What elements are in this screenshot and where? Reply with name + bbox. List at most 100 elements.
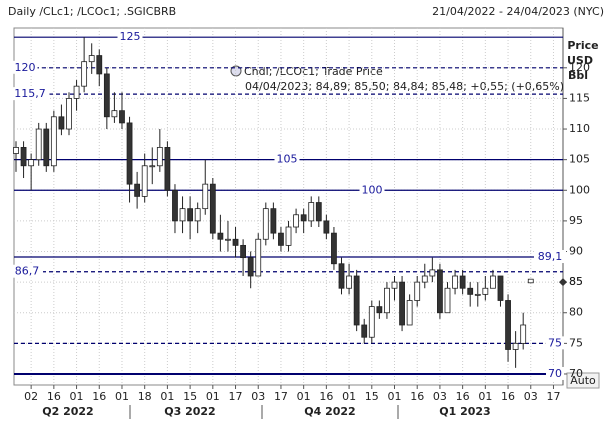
reference-label-bg — [534, 250, 566, 264]
candle-body — [429, 269, 436, 277]
candle-body — [202, 183, 209, 210]
candle-body — [474, 293, 481, 296]
reference-label-bg — [546, 366, 564, 380]
candle-body — [406, 300, 413, 326]
candle-body — [232, 238, 239, 246]
candle-body — [119, 110, 125, 124]
reference-label: 125 — [120, 30, 141, 43]
candle-body — [225, 238, 231, 241]
y-tick-label: 95 — [569, 214, 583, 227]
x-tick-label: 17 — [274, 390, 288, 403]
axis-label: Bbl — [568, 69, 588, 82]
y-tick-label: 80 — [569, 306, 583, 319]
x-tick-label: 17 — [546, 390, 560, 403]
legend-detail: 04/04/2023; 84,89; 85,50; 84,84; 85,48; … — [245, 80, 564, 93]
quarter-label: Q3 2022 — [164, 405, 215, 418]
candle-body — [141, 165, 148, 197]
candle-body — [66, 98, 72, 130]
candle-body — [482, 287, 489, 295]
candle-body — [96, 55, 103, 75]
y-tick-label: 105 — [569, 153, 590, 166]
y-tick-label: 70 — [569, 367, 583, 380]
candle-body — [209, 183, 216, 234]
reference-label-bg — [12, 60, 38, 74]
candle-body — [346, 275, 352, 289]
candle-body — [156, 147, 163, 167]
reference-label: 115,7 — [14, 87, 46, 100]
x-tick-label: 01 — [342, 390, 356, 403]
x-tick-label: 16 — [410, 390, 424, 403]
reference-label: 120 — [15, 61, 36, 74]
candle-body — [149, 165, 156, 168]
x-tick-label: 16 — [501, 390, 515, 403]
candle-body — [164, 147, 171, 191]
candle-body — [361, 324, 368, 338]
quarter-label: Q1 2023 — [439, 405, 490, 418]
y-tick-label: 115 — [569, 91, 590, 104]
scale-button[interactable] — [566, 372, 600, 389]
candle-body — [459, 275, 466, 289]
candle-body — [338, 263, 345, 289]
reference-label: 105 — [277, 153, 298, 166]
candle-body — [28, 159, 35, 167]
reference-label: 75 — [548, 336, 562, 349]
x-tick-label: 01 — [206, 390, 220, 403]
candle-body — [384, 287, 390, 314]
candle-body — [376, 306, 383, 314]
x-tick-label: 01 — [70, 390, 84, 403]
x-tick-label: 18 — [138, 390, 152, 403]
y-tick-label: 85 — [569, 275, 583, 288]
y-tick-label: 110 — [569, 122, 590, 135]
candle-body — [111, 110, 118, 118]
reference-label-bg — [546, 336, 564, 350]
candle-body — [452, 275, 458, 289]
x-tick-label: 16 — [319, 390, 333, 403]
candle-body — [179, 208, 186, 222]
candle-body — [285, 226, 292, 246]
quarter-label: Q4 2022 — [304, 405, 355, 418]
candle-body — [421, 275, 428, 283]
candle-body — [13, 147, 19, 154]
candle-body — [270, 208, 277, 234]
reference-label: 89,1 — [538, 250, 563, 263]
x-tick-label: 01 — [115, 390, 129, 403]
x-tick-label: 15 — [183, 390, 197, 403]
y-tick-label: 120 — [569, 61, 590, 74]
candle-body — [368, 306, 375, 338]
candle-body — [520, 324, 527, 344]
candle-body — [353, 275, 360, 326]
y-tick-label: 100 — [569, 183, 590, 196]
candle-body — [126, 122, 133, 185]
candle-body — [293, 214, 299, 228]
candle-body — [308, 202, 315, 222]
candle-body — [103, 73, 110, 118]
candle-body — [414, 281, 421, 301]
candle-body — [50, 116, 57, 167]
candle-body — [399, 281, 405, 326]
candle-body — [437, 269, 443, 314]
candle-body — [331, 232, 337, 265]
x-tick-label: 03 — [251, 390, 265, 403]
candle-body — [512, 342, 519, 350]
candle-body — [88, 55, 95, 63]
candle-body — [315, 202, 322, 222]
candle-body — [490, 275, 496, 289]
x-tick-label: 01 — [388, 390, 402, 403]
candle-body — [187, 208, 194, 222]
candle-body — [527, 278, 534, 284]
x-tick-label: 03 — [524, 390, 538, 403]
candle-body — [262, 208, 269, 240]
candle-body — [73, 85, 80, 99]
candle-body — [505, 300, 511, 350]
candle-body — [497, 275, 504, 301]
reference-label-bg — [274, 152, 300, 166]
candle-body — [20, 147, 27, 167]
x-tick-label: 01 — [160, 390, 174, 403]
candle-body — [300, 214, 307, 222]
quarter-label: Q2 2022 — [42, 405, 93, 418]
reference-label: 86,7 — [15, 265, 40, 278]
candle-body — [278, 232, 284, 246]
scale-mode[interactable]: Auto — [570, 374, 596, 387]
candle-body — [240, 244, 247, 259]
